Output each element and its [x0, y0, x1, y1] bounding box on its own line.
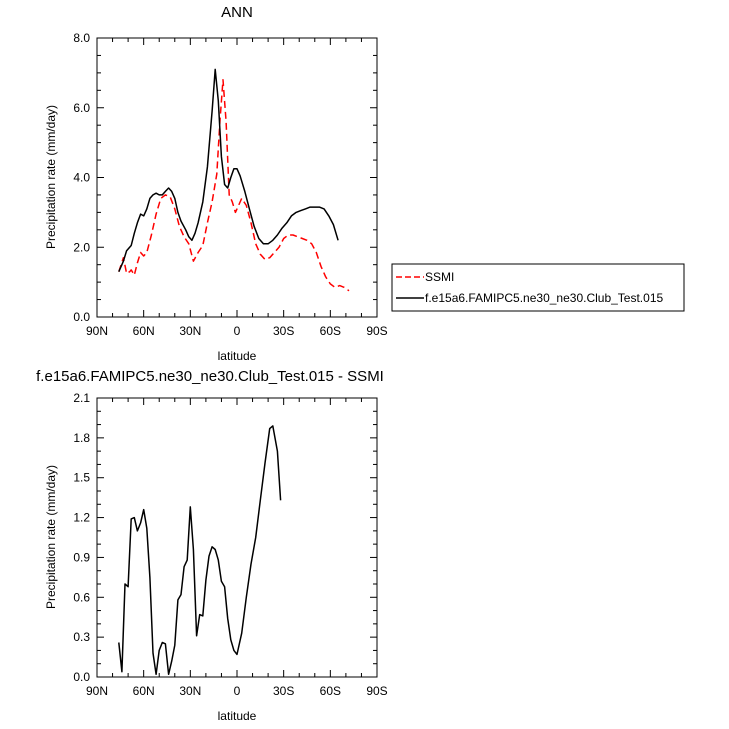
x-tick-label: 0 [234, 324, 241, 338]
x-tick-label: 30S [273, 324, 294, 338]
y-tick-label: 0.0 [73, 670, 90, 684]
plot-frame [96, 397, 378, 678]
x-tick-label: 60N [133, 684, 155, 698]
x-tick-label: 90N [86, 324, 108, 338]
x-axis-label: latitude [218, 709, 257, 723]
legend-label-ssmi: SSMI [425, 270, 454, 284]
chart-title: ANN [221, 4, 253, 21]
x-tick-label: 30N [179, 684, 201, 698]
chart-title: f.e15a6.FAMIPC5.ne30_ne30.Club_Test.015 … [36, 368, 384, 385]
x-tick-label: 90S [366, 684, 387, 698]
y-tick-label: 0.3 [73, 630, 90, 644]
y-tick-label: 8.0 [73, 31, 90, 45]
x-tick-label: 60N [133, 324, 155, 338]
series-line-1 [118, 79, 350, 292]
axis-ticks: 90N 60N 30N 0 30S 60S 90S 0.0 2.0 4.0 6.0 8.0 [73, 31, 387, 338]
y-tick-label: 2.0 [73, 240, 90, 254]
x-tick-label: 60S [320, 324, 341, 338]
y-tick-label: 1.5 [73, 471, 90, 485]
plot-frame [96, 37, 378, 318]
y-tick-label: 2.1 [73, 391, 90, 405]
axis-ticks: 90N 60N 30N 0 30S 60S 90S 0.0 0.3 0.6 0.9 1.2 1.5 1.8… [73, 391, 387, 698]
y-tick-label: 1.8 [73, 431, 90, 445]
y-tick-label: 6.0 [73, 101, 90, 115]
legend-label-model: f.e15a6.FAMIPC5.ne30_ne30.Club_Test.015 [425, 291, 663, 305]
x-tick-label: 60S [320, 684, 341, 698]
plot-area [118, 68, 350, 292]
x-axis-label: latitude [218, 349, 257, 363]
series-line-2 [118, 68, 339, 273]
y-axis-label: Precipitation rate (mm/day) [44, 105, 58, 249]
y-tick-label: 0.6 [73, 590, 90, 604]
y-tick-label: 1.2 [73, 511, 90, 525]
x-tick-label: 30S [273, 684, 294, 698]
x-tick-label: 0 [234, 684, 241, 698]
series-line-1 [118, 425, 282, 676]
plot-area [118, 425, 282, 676]
top-panel: ANN 90N 60N 30N 0 30S 60S 90S 0.0 2.0 4.0 6.0 8.0 l… [44, 4, 388, 363]
x-tick-label: 30N [179, 324, 201, 338]
legend: SSMI f.e15a6.FAMIPC5.ne30_ne30.Club_Test… [391, 263, 685, 312]
y-tick-label: 0.9 [73, 550, 90, 564]
x-tick-label: 90S [366, 324, 387, 338]
y-axis-label: Precipitation rate (mm/day) [44, 465, 58, 609]
bottom-panel: f.e15a6.FAMIPC5.ne30_ne30.Club_Test.015 … [36, 368, 388, 723]
y-tick-label: 0.0 [73, 310, 90, 324]
y-tick-label: 4.0 [73, 171, 90, 185]
x-tick-label: 90N [86, 684, 108, 698]
legend-box [391, 263, 685, 312]
